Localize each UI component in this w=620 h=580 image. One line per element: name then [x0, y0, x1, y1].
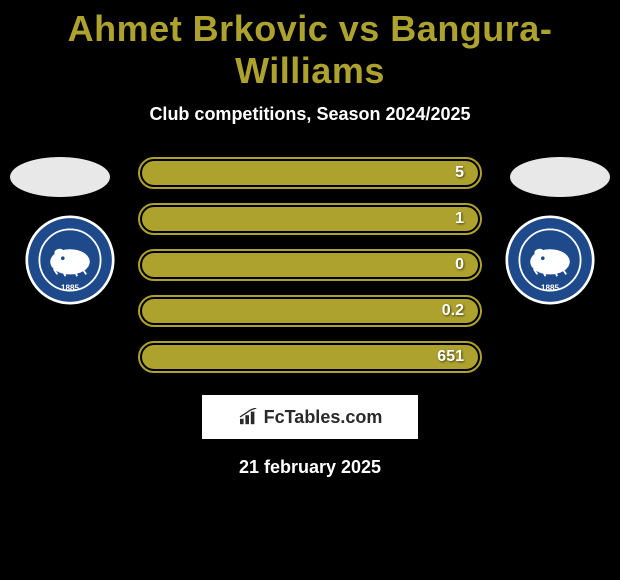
- body-area: 1885 1885 Matches 5 Goals: [0, 157, 620, 478]
- stat-value-right: 651: [437, 348, 464, 366]
- stat-fill-right: 0: [142, 253, 478, 277]
- widget-container: Ahmet Brkovic vs Bangura-Williams Club c…: [0, 0, 620, 478]
- stat-row-goals-per-match: Goals per match 0.2: [138, 295, 482, 327]
- stat-row-min-per-goal: Min per goal 651: [138, 341, 482, 373]
- stat-fill-right: 5: [142, 161, 478, 185]
- millwall-badge-icon: 1885: [25, 215, 115, 305]
- comparison-title: Ahmet Brkovic vs Bangura-Williams: [0, 8, 620, 92]
- watermark-text: FcTables.com: [264, 407, 383, 428]
- stats-list: Matches 5 Goals 1 Hattricks 0 Goals per …: [138, 157, 482, 373]
- stat-value-right: 1: [455, 210, 464, 228]
- player-avatar-left: [10, 157, 110, 197]
- svg-text:1885: 1885: [61, 284, 79, 293]
- watermark[interactable]: FcTables.com: [202, 395, 418, 439]
- millwall-badge-icon: 1885: [505, 215, 595, 305]
- stat-fill-right: 0.2: [142, 299, 478, 323]
- stat-row-hattricks: Hattricks 0: [138, 249, 482, 281]
- bar-chart-icon: [238, 408, 260, 426]
- player-avatar-right: [510, 157, 610, 197]
- footer-date: 21 february 2025: [0, 457, 620, 478]
- stat-value-right: 0.2: [442, 302, 464, 320]
- stat-value-right: 0: [455, 256, 464, 274]
- club-badge-left: 1885: [25, 215, 115, 305]
- stat-fill-right: 1: [142, 207, 478, 231]
- club-badge-right: 1885: [505, 215, 595, 305]
- comparison-subtitle: Club competitions, Season 2024/2025: [0, 104, 620, 125]
- stat-row-matches: Matches 5: [138, 157, 482, 189]
- stat-fill-right: 651: [142, 345, 478, 369]
- stat-value-right: 5: [455, 164, 464, 182]
- stat-row-goals: Goals 1: [138, 203, 482, 235]
- svg-text:1885: 1885: [541, 284, 559, 293]
